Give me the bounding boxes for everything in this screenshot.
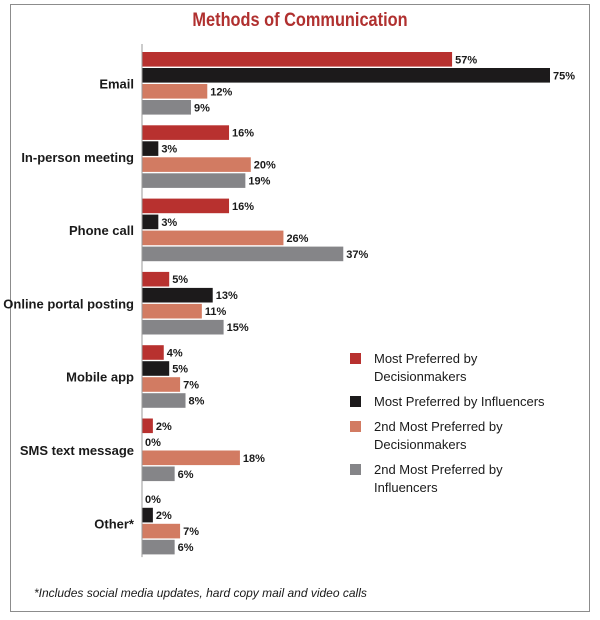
bar-mobile-app-s0 xyxy=(142,345,164,360)
bar-mobile-app-s3 xyxy=(142,393,186,408)
category-label-sms-text-message: SMS text message xyxy=(20,443,134,458)
category-label-online-portal-posting: Online portal posting xyxy=(3,296,134,311)
category-label-mobile-app: Mobile app xyxy=(66,370,134,385)
legend-item-decisionmakers-most: Most Preferred by Decisionmakers xyxy=(350,350,550,386)
chart-legend: Most Preferred by Decisionmakers Most Pr… xyxy=(350,350,550,504)
bar-online-portal-posting-s2 xyxy=(142,303,202,319)
value-label-sms-text-message-s3: 6% xyxy=(178,469,194,481)
bar-other-s1 xyxy=(142,507,153,523)
bar-in-person-meeting-s2 xyxy=(142,157,251,172)
legend-label: Most Preferred by Decisionmakers xyxy=(374,351,478,384)
bar-in-person-meeting-s0 xyxy=(142,125,230,140)
legend-item-influencers-second: 2nd Most Preferred by Influencers xyxy=(350,461,550,497)
bar-email-s0 xyxy=(142,52,453,67)
legend-label: 2nd Most Preferred by Influencers xyxy=(374,462,503,495)
legend-swatch xyxy=(350,353,361,364)
value-label-online-portal-posting-s3: 15% xyxy=(227,322,249,334)
value-label-phone-call-s2: 26% xyxy=(286,233,308,245)
bar-mobile-app-s2 xyxy=(142,377,181,392)
bar-sms-text-message-s0 xyxy=(142,418,153,434)
value-label-email-s2: 12% xyxy=(210,86,232,98)
value-label-sms-text-message-s0: 2% xyxy=(156,421,172,433)
legend-label: 2nd Most Preferred by Decisionmakers xyxy=(374,419,503,452)
bar-phone-call-s0 xyxy=(142,198,230,214)
bar-email-s1 xyxy=(142,68,550,83)
legend-swatch xyxy=(350,396,361,407)
category-label-other: Other* xyxy=(94,516,135,531)
bar-email-s3 xyxy=(142,100,191,115)
value-label-sms-text-message-s2: 18% xyxy=(243,453,265,465)
legend-swatch xyxy=(350,464,361,475)
legend-item-influencers-most: Most Preferred by Influencers xyxy=(350,393,550,411)
bar-online-portal-posting-s3 xyxy=(142,319,224,335)
value-label-email-s0: 57% xyxy=(455,54,477,66)
value-label-in-person-meeting-s0: 16% xyxy=(232,128,254,140)
value-label-mobile-app-s0: 4% xyxy=(167,348,183,360)
chart-title: Methods of Communication xyxy=(192,10,408,31)
bar-phone-call-s2 xyxy=(142,230,284,246)
bar-sms-text-message-s2 xyxy=(142,450,240,466)
bar-sms-text-message-s3 xyxy=(142,466,175,482)
value-label-online-portal-posting-s2: 11% xyxy=(205,306,227,318)
legend-label: Most Preferred by Influencers xyxy=(374,394,545,409)
chart-footnote: *Includes social media updates, hard cop… xyxy=(34,586,367,600)
category-label-phone-call: Phone call xyxy=(69,223,134,238)
bar-in-person-meeting-s1 xyxy=(142,141,159,156)
chart-frame xyxy=(10,4,590,612)
bar-mobile-app-s1 xyxy=(142,361,170,376)
value-label-sms-text-message-s1: 0% xyxy=(145,437,161,449)
value-label-mobile-app-s3: 8% xyxy=(189,396,205,408)
bar-online-portal-posting-s0 xyxy=(142,271,170,287)
value-label-email-s3: 9% xyxy=(194,102,210,114)
value-label-email-s1: 75% xyxy=(553,70,575,82)
value-label-online-portal-posting-s1: 13% xyxy=(216,290,238,302)
value-label-in-person-meeting-s3: 19% xyxy=(248,176,270,188)
bar-email-s2 xyxy=(142,84,208,99)
category-label-email: Email xyxy=(99,77,134,92)
bar-online-portal-posting-s1 xyxy=(142,287,213,303)
value-label-other-s2: 7% xyxy=(183,526,199,538)
value-label-other-s1: 2% xyxy=(156,510,172,522)
bar-other-s2 xyxy=(142,523,181,539)
legend-swatch xyxy=(350,421,361,432)
bar-phone-call-s1 xyxy=(142,214,159,230)
value-label-other-s0: 0% xyxy=(145,494,161,506)
bar-phone-call-s3 xyxy=(142,246,344,262)
legend-item-decisionmakers-second: 2nd Most Preferred by Decisionmakers xyxy=(350,418,550,454)
bar-other-s3 xyxy=(142,539,175,555)
value-label-in-person-meeting-s1: 3% xyxy=(161,144,177,156)
value-label-phone-call-s3: 37% xyxy=(346,249,368,261)
value-label-phone-call-s1: 3% xyxy=(161,217,177,229)
value-label-in-person-meeting-s2: 20% xyxy=(254,160,276,172)
value-label-mobile-app-s2: 7% xyxy=(183,380,199,392)
value-label-online-portal-posting-s0: 5% xyxy=(172,274,188,286)
value-label-mobile-app-s1: 5% xyxy=(172,364,188,376)
bar-in-person-meeting-s3 xyxy=(142,173,246,188)
category-label-in-person-meeting: In-person meeting xyxy=(21,150,134,165)
value-label-other-s3: 6% xyxy=(178,542,194,554)
value-label-phone-call-s0: 16% xyxy=(232,201,254,213)
